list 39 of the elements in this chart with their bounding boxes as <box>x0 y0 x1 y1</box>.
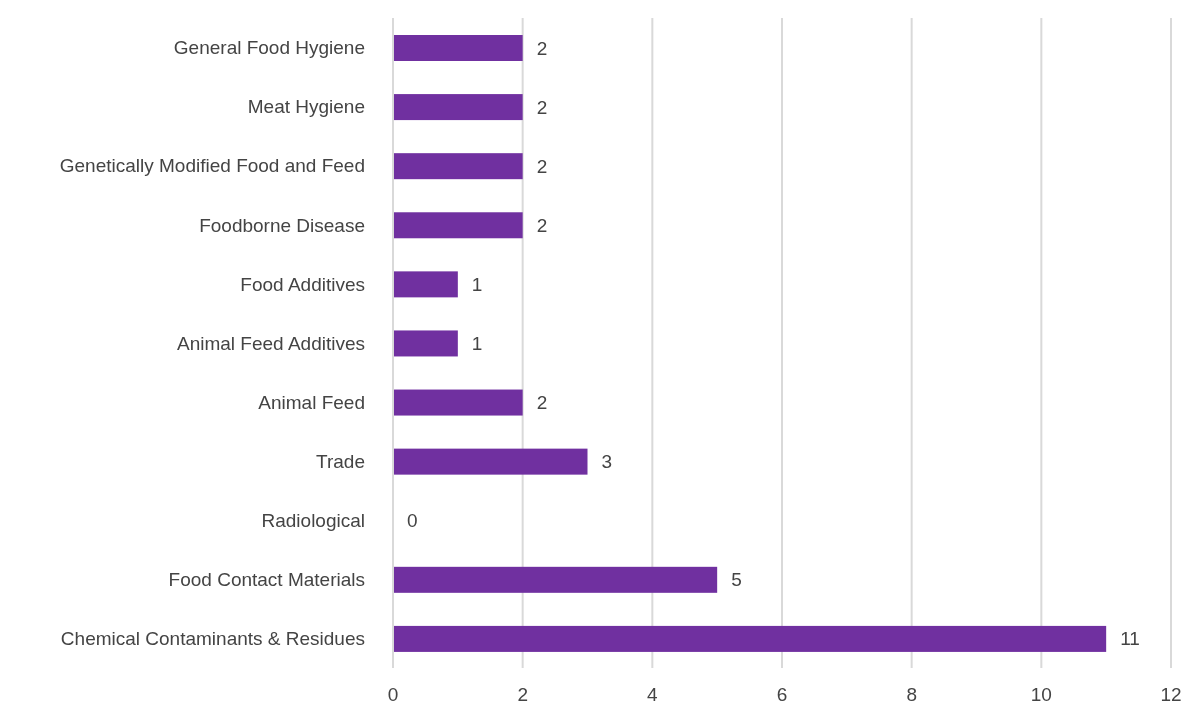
data-label: 2 <box>536 155 548 177</box>
y-tick-label: Chemical Contaminants & Residues <box>60 628 365 650</box>
y-tick-label: Food Contact Materials <box>168 569 365 591</box>
y-tick-label: Food Additives <box>240 273 365 295</box>
data-label: 2 <box>536 214 548 236</box>
data-label: 3 <box>601 451 613 473</box>
x-tick-label: 6 <box>776 684 788 706</box>
data-label: 2 <box>536 392 548 414</box>
data-label: 0 <box>407 510 418 532</box>
bar <box>393 625 1107 652</box>
bar <box>393 153 523 180</box>
bar <box>393 94 523 121</box>
data-label: 2 <box>536 37 548 59</box>
y-tick-label: Trade <box>316 450 365 472</box>
data-label: 5 <box>731 569 742 591</box>
data-label: 1 <box>471 332 483 354</box>
bar <box>393 271 458 298</box>
x-tick-label: 8 <box>906 684 917 706</box>
bar <box>393 330 458 357</box>
x-tick-label: 10 <box>1030 684 1052 706</box>
data-label: 2 <box>536 96 548 118</box>
y-tick-label: Animal Feed <box>258 391 365 413</box>
x-tick-label: 4 <box>647 684 659 706</box>
bar <box>393 212 523 239</box>
bar <box>393 566 718 593</box>
bar <box>393 389 523 416</box>
data-label: 11 <box>1120 628 1140 650</box>
y-tick-label: Foodborne Disease <box>199 214 365 236</box>
x-tick-label: 12 <box>1160 684 1182 706</box>
x-tick-label: 0 <box>387 684 399 706</box>
bar <box>393 448 588 475</box>
y-tick-label: Genetically Modified Food and Feed <box>59 155 365 177</box>
bar <box>393 35 523 61</box>
y-tick-label: Meat Hygiene <box>247 96 365 118</box>
y-tick-label: Radiological <box>261 510 365 532</box>
y-tick-label: Animal Feed Additives <box>177 332 365 354</box>
x-tick-label: 2 <box>517 684 528 706</box>
y-tick-label: General Food Hygiene <box>173 37 365 59</box>
data-label: 1 <box>471 273 483 295</box>
